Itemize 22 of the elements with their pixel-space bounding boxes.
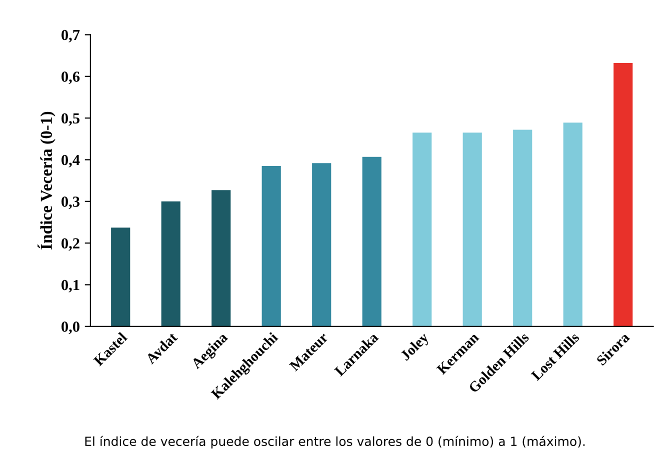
bar: [161, 201, 180, 326]
bar: [614, 63, 633, 326]
bar: [212, 190, 231, 326]
text: El índice de vecería puede oscilar entre los valores de 0 (mínimo) a 1 (máximo).: [85, 436, 585, 448]
bar: [362, 156, 382, 326]
y-tick-label: 0,0: [62, 322, 80, 334]
y-tick-label: 0,7: [62, 30, 80, 42]
y-tick-label: 0,6: [62, 72, 80, 84]
bar: [312, 163, 332, 326]
y-tick-label: 0,2: [62, 238, 80, 251]
bar: [262, 166, 281, 326]
y-axis-title: Índice Vecería (0-1): [38, 112, 56, 250]
bar: [462, 132, 482, 326]
bar: [111, 228, 130, 326]
bar: [563, 122, 582, 326]
bar: [412, 132, 432, 326]
y-tick-label: 0,3: [62, 196, 80, 210]
x-tick-label: Lost Hills: [530, 332, 580, 382]
y-tick-label: 0,1: [62, 280, 80, 292]
y-tick-label: 0,4: [62, 154, 80, 168]
bar: [513, 130, 532, 326]
y-tick-label: 0,5: [62, 113, 80, 126]
